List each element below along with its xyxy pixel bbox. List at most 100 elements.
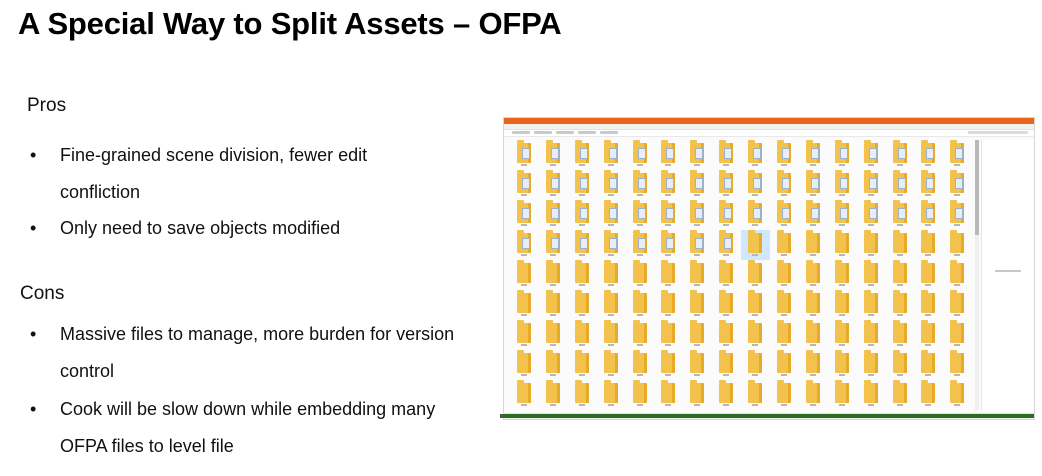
folder-item[interactable]	[886, 260, 915, 290]
folder-item[interactable]	[626, 230, 655, 260]
folder-item[interactable]	[683, 380, 712, 410]
folder-item[interactable]	[943, 290, 972, 320]
folder-item[interactable]	[568, 140, 597, 170]
folder-item[interactable]	[712, 140, 741, 170]
folder-item[interactable]	[886, 350, 915, 380]
folder-item[interactable]	[712, 380, 741, 410]
folder-item[interactable]	[510, 320, 539, 350]
folder-item[interactable]	[770, 260, 799, 290]
folder-item[interactable]	[510, 170, 539, 200]
folder-item[interactable]	[857, 380, 886, 410]
folder-item[interactable]	[828, 290, 857, 320]
folder-item[interactable]	[510, 140, 539, 170]
folder-item[interactable]	[828, 260, 857, 290]
folder-item[interactable]	[626, 380, 655, 410]
folder-item[interactable]	[828, 350, 857, 380]
folder-item[interactable]	[654, 350, 683, 380]
folder-item[interactable]	[539, 290, 568, 320]
folder-item[interactable]	[626, 320, 655, 350]
folder-item[interactable]	[943, 170, 972, 200]
folder-item[interactable]	[857, 170, 886, 200]
folder-item[interactable]	[770, 140, 799, 170]
folder-item[interactable]	[597, 320, 626, 350]
folder-item[interactable]	[828, 200, 857, 230]
folder-item[interactable]	[828, 320, 857, 350]
folder-item[interactable]	[539, 380, 568, 410]
folder-item[interactable]	[654, 260, 683, 290]
folder-item[interactable]	[886, 380, 915, 410]
folder-item[interactable]	[914, 380, 943, 410]
folder-item[interactable]	[943, 200, 972, 230]
folder-item[interactable]	[568, 320, 597, 350]
folder-item[interactable]	[828, 380, 857, 410]
folder-item[interactable]	[914, 290, 943, 320]
folder-item[interactable]	[654, 230, 683, 260]
folder-item[interactable]	[741, 260, 770, 290]
folder-item[interactable]	[568, 170, 597, 200]
folder-item[interactable]	[568, 200, 597, 230]
folder-item[interactable]	[943, 140, 972, 170]
folder-item[interactable]	[886, 290, 915, 320]
folder-item[interactable]	[568, 290, 597, 320]
folder-item[interactable]	[626, 200, 655, 230]
folder-item[interactable]	[626, 350, 655, 380]
folder-item[interactable]	[597, 260, 626, 290]
folder-item[interactable]	[568, 260, 597, 290]
folder-item[interactable]	[712, 350, 741, 380]
folder-item[interactable]	[828, 140, 857, 170]
folder-item[interactable]	[510, 200, 539, 230]
folder-item[interactable]	[510, 380, 539, 410]
folder-item[interactable]	[712, 200, 741, 230]
folder-item[interactable]	[568, 230, 597, 260]
folder-item[interactable]	[886, 320, 915, 350]
folder-item[interactable]	[914, 320, 943, 350]
folder-item[interactable]	[626, 170, 655, 200]
folder-item[interactable]	[626, 260, 655, 290]
folder-item[interactable]	[914, 230, 943, 260]
folder-item[interactable]	[712, 170, 741, 200]
folder-item[interactable]	[799, 170, 828, 200]
folder-item[interactable]	[654, 380, 683, 410]
folder-item[interactable]	[626, 140, 655, 170]
folder-item[interactable]	[914, 140, 943, 170]
folder-item[interactable]	[886, 140, 915, 170]
folder-item[interactable]	[799, 200, 828, 230]
folder-item[interactable]	[828, 230, 857, 260]
folder-item[interactable]	[799, 260, 828, 290]
folder-item[interactable]	[943, 320, 972, 350]
folder-item[interactable]	[510, 290, 539, 320]
folder-item[interactable]	[568, 350, 597, 380]
folder-item[interactable]	[654, 320, 683, 350]
folder-item[interactable]	[654, 290, 683, 320]
folder-item[interactable]	[568, 380, 597, 410]
folder-item[interactable]	[654, 200, 683, 230]
folder-item[interactable]	[683, 140, 712, 170]
folder-item[interactable]	[799, 350, 828, 380]
folder-item[interactable]	[886, 170, 915, 200]
folder-item[interactable]	[943, 230, 972, 260]
folder-item[interactable]	[828, 170, 857, 200]
folder-item[interactable]	[914, 260, 943, 290]
folder-item[interactable]	[857, 140, 886, 170]
folder-item[interactable]	[539, 200, 568, 230]
folder-item[interactable]	[597, 200, 626, 230]
folder-item[interactable]	[683, 200, 712, 230]
folder-item[interactable]	[597, 230, 626, 260]
folder-item[interactable]	[943, 380, 972, 410]
folder-item[interactable]	[770, 380, 799, 410]
folder-item[interactable]	[857, 260, 886, 290]
folder-item[interactable]	[741, 170, 770, 200]
folder-item[interactable]	[799, 140, 828, 170]
folder-item[interactable]	[799, 380, 828, 410]
folder-item[interactable]	[597, 290, 626, 320]
folder-item[interactable]	[741, 380, 770, 410]
folder-item[interactable]	[914, 200, 943, 230]
folder-item[interactable]	[799, 320, 828, 350]
folder-item[interactable]	[770, 200, 799, 230]
folder-item[interactable]	[770, 320, 799, 350]
folder-item[interactable]	[683, 260, 712, 290]
folder-item[interactable]	[857, 350, 886, 380]
folder-item[interactable]	[770, 170, 799, 200]
folder-item[interactable]	[626, 290, 655, 320]
folder-item[interactable]	[770, 290, 799, 320]
